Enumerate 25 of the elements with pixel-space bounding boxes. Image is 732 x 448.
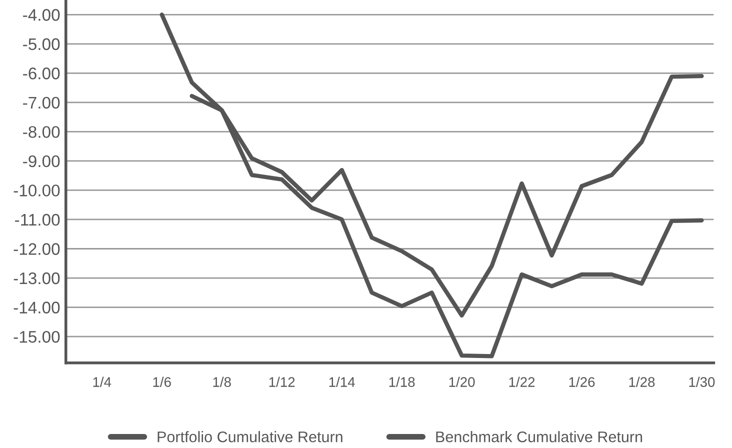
y-tick-label: -10.00 <box>14 184 60 196</box>
y-tick-label: -15.00 <box>14 330 60 343</box>
x-tick-label: 1/6 <box>153 376 171 387</box>
y-tick-label: -8.00 <box>23 126 60 138</box>
y-tick-label: -7.00 <box>23 96 60 109</box>
y-tick-label: -14.00 <box>14 302 60 314</box>
y-tick-label: -11.00 <box>15 214 60 226</box>
x-tick-label: 1/8 <box>213 376 231 387</box>
x-tick-label: 1/4 <box>93 376 112 387</box>
x-tick-label: 1/20 <box>449 376 475 387</box>
x-tick-label: 1/30 <box>689 376 715 387</box>
y-tick-label: -5.00 <box>23 38 60 50</box>
x-tick-label: 1/22 <box>509 376 535 387</box>
y-tick-label: -12.00 <box>14 243 60 255</box>
x-tick-label: 1/14 <box>329 376 355 387</box>
y-tick-label: -9.00 <box>23 155 60 168</box>
y-tick-label: -4.00 <box>23 9 60 21</box>
x-tick-label: 1/28 <box>629 376 655 387</box>
legend-label: Benchmark Cumulative Return <box>436 431 642 442</box>
x-tick-label: 1/18 <box>389 376 415 387</box>
x-tick-label: 1/12 <box>269 376 295 387</box>
y-tick-label: -13.00 <box>14 272 60 284</box>
x-tick-label: 1/26 <box>569 376 595 387</box>
y-tick-label: -6.00 <box>23 68 60 80</box>
legend-label: Portfolio Cumulative Return <box>158 431 342 442</box>
